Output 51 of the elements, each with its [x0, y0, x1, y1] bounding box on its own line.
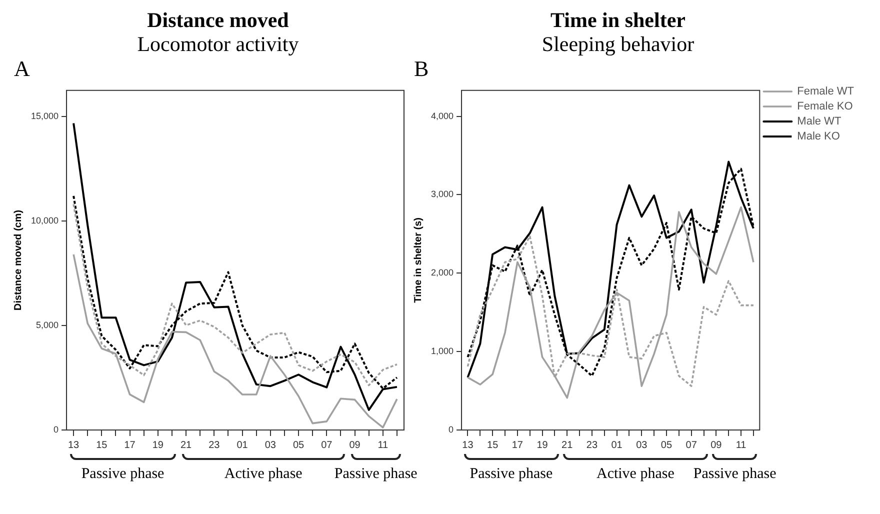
y-axis-title: Distance moved (cm) [12, 210, 24, 310]
legend-label: Female KO [797, 100, 854, 113]
legend-label: Male KO [797, 130, 840, 143]
y-tick-label: 1,000 [430, 346, 454, 356]
x-tick-label: 15 [96, 440, 108, 451]
x-tick-label: 13 [462, 440, 474, 451]
x-tick-label: 05 [660, 440, 672, 451]
x-tick-label: 17 [512, 440, 524, 451]
y-tick-label: 5,000 [36, 320, 59, 330]
x-tick-label: 11 [378, 440, 389, 451]
x-tick-label: 15 [487, 440, 499, 451]
y-tick-label: 3,000 [430, 189, 454, 200]
x-tick-label: 01 [611, 440, 623, 451]
legend-label: Male WT [797, 116, 842, 128]
text: Passive phase [80, 466, 166, 483]
x-tick-label: 07 [686, 440, 698, 451]
chart-subtitle: Sleeping behavior [540, 32, 696, 56]
y-tick-label: 2,000 [430, 268, 454, 278]
x-tick-label: 23 [208, 440, 220, 451]
y-axis-title: Time in shelter (s) [412, 217, 424, 303]
chart-title: Distance moved [146, 8, 290, 32]
x-tick-label: 01 [236, 440, 248, 451]
text: Passive phase [468, 466, 554, 483]
x-tick-label: 13 [68, 440, 80, 451]
x-tick-label: 11 [736, 440, 747, 451]
x-tick-label: 21 [180, 440, 192, 451]
x-tick-label: 07 [321, 440, 333, 451]
text: Passive phase [692, 466, 778, 483]
x-tick-label: 19 [536, 440, 548, 451]
x-tick-label: 09 [349, 440, 361, 451]
x-tick-label: 05 [292, 440, 305, 451]
y-tick-label: 0 [448, 424, 454, 434]
y-tick-label: 0 [54, 424, 59, 434]
y-tick-label: 15,000 [30, 111, 59, 122]
x-tick-label: 03 [636, 440, 648, 451]
x-tick-label: 19 [152, 440, 164, 451]
text: Passive phase [333, 466, 418, 483]
chart-subtitle: Locomotor activity [136, 32, 300, 56]
y-tick-label: 10,000 [30, 216, 59, 226]
x-tick-label: 03 [264, 440, 276, 451]
x-tick-label: 09 [710, 440, 722, 451]
text: A [14, 56, 31, 82]
text: Active phase [223, 466, 304, 483]
x-tick-label: 21 [562, 440, 574, 451]
x-tick-label: 17 [124, 440, 136, 451]
x-tick-label: 23 [586, 440, 598, 451]
text: Active phase [596, 466, 674, 482]
chart-title: Time in shelter [550, 8, 686, 32]
y-tick-label: 4,000 [430, 110, 454, 121]
legend-label: Female WT [797, 86, 854, 98]
text: B [414, 56, 430, 82]
